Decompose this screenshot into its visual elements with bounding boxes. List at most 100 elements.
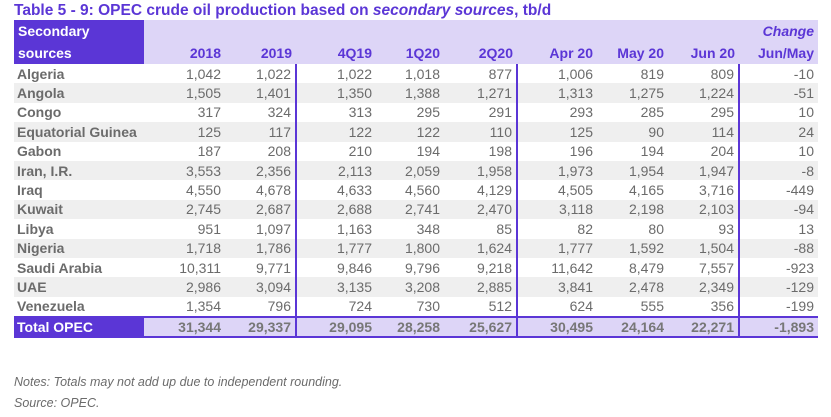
value-cell: 110 <box>444 122 518 142</box>
value-cell: 1,786 <box>225 238 297 258</box>
value-cell: 93 <box>668 219 740 239</box>
value-cell: 4,633 <box>336 182 372 199</box>
value-cell: 3,135 <box>296 277 376 297</box>
value-cell: 1,022 <box>336 65 372 82</box>
table-row: Gabon 187 208 210 194 198 196 194 204 10 <box>14 141 818 161</box>
country-label: Libya <box>17 220 54 237</box>
value-cell: 198 <box>444 141 518 161</box>
value-cell: 3,553 <box>144 160 225 181</box>
value-cell: 1,954 <box>597 160 668 181</box>
value-cell: 9,771 <box>225 257 297 278</box>
value-cell: 313 <box>348 104 372 121</box>
value-cell: 3,118 <box>517 199 597 220</box>
value-cell: 1,401 <box>225 83 297 103</box>
value-cell: 1,354 <box>185 298 221 315</box>
value-cell: -8 <box>739 160 818 181</box>
table-title: Table 5 - 9: OPEC crude oil production b… <box>14 2 551 20</box>
value-cell: 114 <box>668 122 740 142</box>
country-label: Gabon <box>17 143 62 160</box>
value-cell: 1,022 <box>225 64 297 84</box>
country-label: Venezuela <box>17 298 85 315</box>
value-cell: -1,893 <box>739 316 818 339</box>
table-row: Venezuela 1,354 796 724 730 512 624 555 356 -199 <box>14 296 818 318</box>
value-cell: 13 <box>798 220 814 237</box>
value-cell: 2,198 <box>597 199 668 220</box>
value-cell: -129 <box>739 277 818 297</box>
value-cell: 204 <box>668 141 740 161</box>
value-cell: 1,624 <box>444 238 518 258</box>
value-cell: 1,800 <box>376 238 444 258</box>
value-cell: 1,097 <box>225 219 297 239</box>
value-cell: 555 <box>640 298 664 315</box>
value-cell: 1,388 <box>376 83 444 103</box>
value-cell: -923 <box>785 259 814 276</box>
value-cell: 1,958 <box>444 160 518 181</box>
value-cell: 1,947 <box>668 160 740 181</box>
value-cell: 809 <box>668 64 740 84</box>
value-cell: 348 <box>416 220 440 237</box>
country-label: Kuwait <box>14 199 144 220</box>
value-cell: 82 <box>577 220 593 237</box>
value-cell: 210 <box>348 143 372 160</box>
table-row: Kuwait 2,745 2,687 2,688 2,741 2,470 3,118 2,19… <box>14 199 818 220</box>
value-cell: 31,344 <box>144 316 225 339</box>
value-cell: 4,550 <box>185 182 221 199</box>
value-cell: 9,796 <box>404 259 440 276</box>
value-cell: 7,557 <box>668 257 740 278</box>
table-row: Libya 951 1,097 1,163 348 85 82 80 93 13 <box>14 219 818 239</box>
value-cell: 2,688 <box>296 199 376 220</box>
value-cell: 796 <box>225 296 297 318</box>
value-cell: 1,275 <box>597 83 668 103</box>
value-cell: 512 <box>444 296 518 318</box>
title-suffix: , tb/d <box>514 2 552 19</box>
value-cell: 9,846 <box>336 259 372 276</box>
value-cell: -10 <box>793 65 814 82</box>
column-header: 2019 <box>225 42 296 64</box>
value-cell: 2,741 <box>376 199 444 220</box>
value-cell: 2,478 <box>597 277 668 297</box>
value-cell: 730 <box>416 298 440 315</box>
value-cell: 90 <box>597 122 668 142</box>
column-header: Jun 20 <box>668 42 739 64</box>
value-cell: 194 <box>416 143 440 160</box>
table-row: Iraq 4,550 4,678 4,633 4,560 4,129 4,505 4,165 3… <box>14 180 818 200</box>
value-cell: 11,642 <box>551 259 593 276</box>
table-row: Saudi Arabia 10,311 9,771 9,846 9,796 9,218 11… <box>14 257 818 278</box>
value-cell: 9,218 <box>444 257 518 278</box>
value-cell: 1,973 <box>517 160 597 181</box>
country-label: Equatorial Guinea <box>14 122 144 142</box>
column-header: Jun/May <box>739 42 818 64</box>
value-cell: 29,095 <box>296 316 376 339</box>
value-cell: 125 <box>517 122 597 142</box>
value-cell: 4,678 <box>225 180 297 200</box>
value-cell: 324 <box>225 102 297 123</box>
value-cell: 2,885 <box>444 277 518 297</box>
country-label: UAE <box>14 277 144 297</box>
value-cell: 1,313 <box>517 83 597 103</box>
value-cell: 28,258 <box>376 316 444 339</box>
value-cell: 2,687 <box>225 199 297 220</box>
table-row: Equatorial Guinea 125 117 122 122 110 125 90 114… <box>14 122 818 142</box>
value-cell: 291 <box>444 102 518 123</box>
table-row: Congo 317 324 313 295 291 293 285 295 10 <box>14 102 818 123</box>
value-cell: 951 <box>197 220 221 237</box>
column-header: 2Q20 <box>444 42 517 64</box>
value-cell: 3,716 <box>668 180 740 200</box>
value-cell: 724 <box>348 298 372 315</box>
corner-header: Secondary <box>14 20 144 42</box>
value-cell: 1,777 <box>296 238 376 258</box>
value-cell: 1,271 <box>444 83 518 103</box>
column-header: 4Q19 <box>296 42 376 64</box>
value-cell: -94 <box>739 199 818 220</box>
column-header: 2018 <box>144 42 225 64</box>
table-row: Angola 1,505 1,401 1,350 1,388 1,271 1,313 1,27… <box>14 83 818 103</box>
production-table: Secondary Change sources 2018 2019 4Q19 1Q2… <box>14 20 818 339</box>
title-text: Table 5 - 9: OPEC crude oil production b… <box>14 2 373 19</box>
value-cell: 122 <box>376 122 444 142</box>
value-cell: 317 <box>197 104 221 121</box>
corner-header-2: sources <box>14 42 144 64</box>
column-header: Apr 20 <box>517 42 597 64</box>
value-cell: 1,163 <box>336 220 372 237</box>
value-cell: -449 <box>785 182 814 199</box>
value-cell: -51 <box>739 83 818 103</box>
